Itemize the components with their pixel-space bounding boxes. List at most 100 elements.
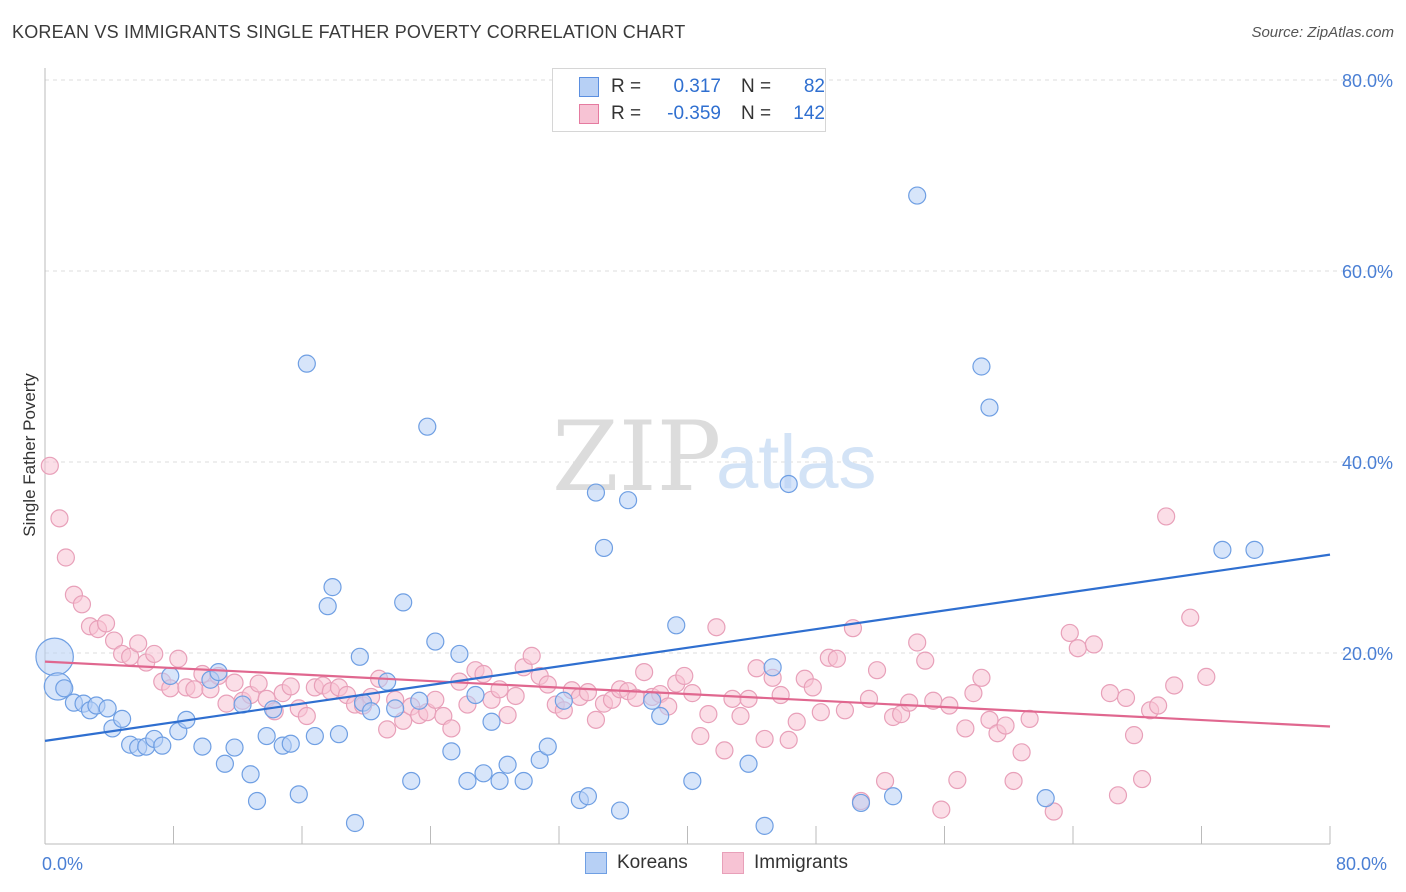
korean-point	[361, 702, 381, 721]
korean-point	[1213, 540, 1232, 559]
immigrant-point	[1157, 507, 1176, 526]
korean-point	[112, 709, 132, 728]
immigrant-point	[948, 770, 967, 790]
immigrant-point	[40, 456, 59, 475]
immigrant-point	[104, 631, 124, 650]
immigrant-point	[145, 644, 164, 664]
korean-point	[318, 597, 337, 616]
x-tick-labels: 0.0% 80.0%	[42, 854, 1387, 874]
korean-point	[554, 691, 573, 710]
immigrant-point	[506, 686, 525, 706]
immigrant-point	[867, 661, 887, 680]
korean-point	[667, 616, 686, 635]
immigrant-point	[1012, 743, 1031, 762]
immigrant-point	[747, 659, 766, 678]
korean-point	[530, 750, 549, 770]
korean-point	[482, 712, 501, 731]
korean-point	[883, 787, 903, 806]
korean-point	[161, 666, 180, 686]
correlation-legend: R = 0.317 N = 82 R = -0.359 N = 142	[552, 68, 826, 132]
korean-point	[1245, 540, 1264, 559]
legend-row-immigrants: R = -0.359 N = 142	[553, 102, 825, 126]
korean-point	[426, 632, 445, 651]
korean-point	[305, 726, 324, 746]
immigrant-point	[1132, 769, 1152, 789]
immigrant-point	[811, 703, 830, 722]
immigrant-point	[249, 674, 268, 693]
immigrant-point	[803, 678, 822, 697]
trend-lines	[44, 553, 1331, 742]
koreans-swatch	[579, 77, 599, 97]
x-tick-label-max: 80.0%	[1336, 854, 1387, 874]
immigrant-point	[586, 710, 606, 729]
legend-item-koreans[interactable]: Koreans	[585, 852, 688, 874]
korean-point	[643, 691, 662, 710]
korean-point	[98, 699, 117, 718]
korean-point	[410, 691, 429, 710]
immigrant-point	[1197, 667, 1216, 686]
series-legend: Koreans Immigrants	[0, 852, 1406, 878]
immigrant-point	[1108, 786, 1128, 805]
immigrant-point	[217, 694, 236, 713]
immigrant-point	[635, 662, 654, 682]
immigrant-point	[50, 509, 69, 528]
korean-point	[739, 754, 758, 773]
watermark-zip-text: ZIP	[552, 401, 721, 513]
korean-point	[610, 801, 630, 820]
legend-n-label: N =	[741, 103, 772, 124]
immigrant-point	[169, 649, 188, 668]
korean-point	[594, 538, 614, 558]
immigrant-point	[426, 690, 445, 709]
korean-point	[257, 726, 276, 746]
legend-item-immigrants[interactable]: Immigrants	[722, 852, 848, 874]
korean-point	[386, 699, 405, 718]
immigrant-point	[297, 706, 316, 726]
immigrant-point	[691, 726, 710, 746]
immigrant-point	[1044, 802, 1063, 821]
immigrant-point	[715, 741, 734, 760]
korean-point	[329, 725, 349, 744]
korean-point	[586, 483, 606, 502]
korean-point	[779, 474, 798, 494]
korean-point	[215, 754, 234, 773]
immigrant-point	[1116, 688, 1136, 707]
immigrant-point	[980, 710, 999, 729]
korean-point	[378, 672, 397, 691]
korean-point	[281, 734, 300, 753]
korean-point	[1036, 789, 1055, 808]
immigrant-point	[996, 716, 1015, 735]
immigrant-point	[731, 706, 750, 726]
korean-point	[474, 764, 493, 783]
legend-r-label: R =	[611, 76, 642, 97]
korean-point	[350, 647, 369, 666]
immigrant-point	[1004, 771, 1023, 791]
immigrant-point	[916, 651, 935, 670]
immigrant-point	[225, 673, 244, 692]
immigrant-point	[1124, 726, 1144, 745]
x-tick-label-min: 0.0%	[42, 854, 83, 874]
koreans-points	[35, 186, 1264, 835]
immigrant-point	[1165, 676, 1184, 695]
korean-point	[193, 737, 212, 756]
korean-point	[651, 706, 670, 726]
immigrant-point	[964, 684, 983, 703]
immigrants-legend-swatch	[722, 852, 744, 874]
koreans-legend-swatch	[585, 852, 607, 874]
y-tick-label: 40.0%	[1342, 453, 1393, 473]
korean-point	[490, 771, 509, 791]
immigrant-point	[908, 633, 927, 652]
korean-point	[418, 417, 437, 436]
y-tick-label: 60.0%	[1342, 262, 1393, 282]
korean-point	[498, 755, 517, 774]
immigrant-point	[578, 683, 598, 702]
immigrant-point	[281, 677, 300, 696]
immigrant-point	[442, 719, 461, 738]
korean-point	[908, 186, 927, 205]
immigrant-point	[498, 705, 517, 725]
chart-title: KOREAN VS IMMIGRANTS SINGLE FATHER POVER…	[12, 22, 686, 42]
korean-point	[972, 357, 991, 376]
y-tick-label: 80.0%	[1342, 71, 1393, 91]
immigrant-point	[755, 729, 774, 749]
legend-r-value: -0.359	[667, 103, 721, 124]
immigrant-point	[1068, 639, 1087, 658]
